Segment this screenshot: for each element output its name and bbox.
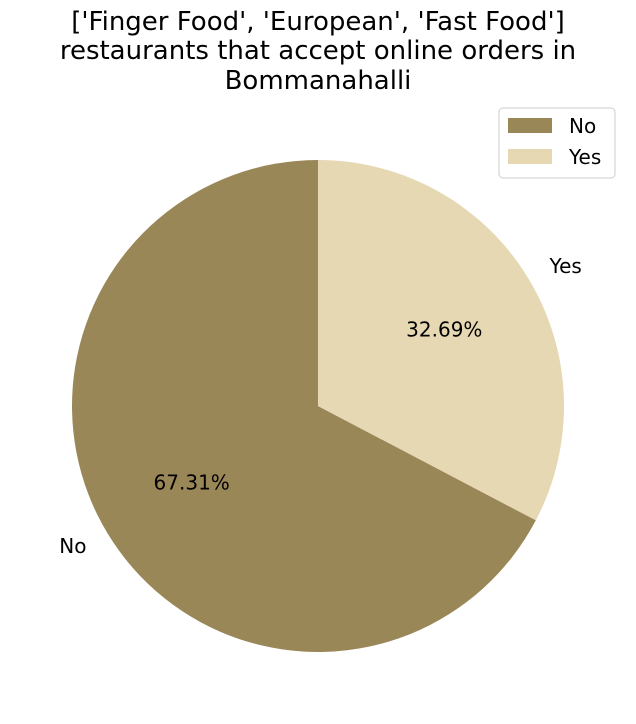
title-line-3: Bommanahalli <box>225 66 412 96</box>
legend-swatch-yes <box>508 149 552 164</box>
legend: No Yes <box>498 107 616 179</box>
pie-slice-no <box>72 160 536 652</box>
pie-slice-yes <box>318 159 565 521</box>
slice-label-yes: Yes <box>549 254 582 278</box>
legend-label-yes: Yes <box>568 145 601 169</box>
percent-label-yes: 32.69% <box>406 318 482 342</box>
slice-label-no: No <box>59 534 86 558</box>
legend-swatch-no <box>508 118 552 133</box>
chart-title: ['Finger Food', 'European', 'Fast Food']… <box>60 7 576 96</box>
pie-slices <box>72 159 565 652</box>
title-line-1: ['Finger Food', 'European', 'Fast Food'] <box>71 7 565 37</box>
title-line-2: restaurants that accept online orders in <box>60 36 576 66</box>
pie-labels: No 67.31% Yes 32.69% <box>59 254 582 558</box>
percent-label-no: 67.31% <box>154 470 230 494</box>
legend-label-no: No <box>569 114 596 138</box>
